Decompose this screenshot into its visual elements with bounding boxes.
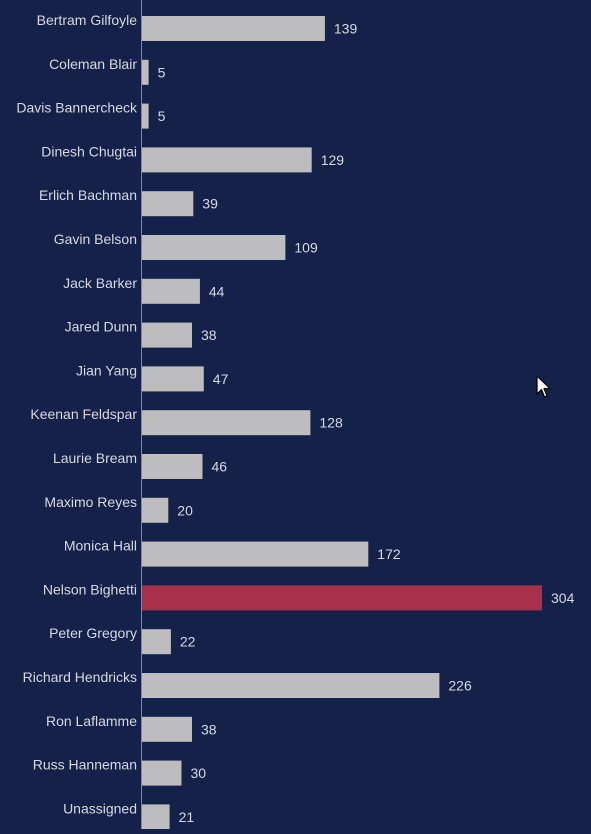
value-label-maximo-reyes: 20 [177, 502, 193, 518]
value-labels: 139 5 5 129 39 109 44 38 47 128 46 20 172 304 22 226 38 3… [158, 21, 575, 825]
value-label-keenan-feldspar: 128 [319, 415, 343, 431]
value-label-russ-hanneman: 30 [191, 765, 207, 781]
bar-jian-yang[interactable] [142, 366, 204, 392]
bar-laurie-bream[interactable] [142, 454, 203, 479]
category-label-davis-bannercheck: Davis Bannercheck [16, 100, 138, 116]
bar-maximo-reyes[interactable] [142, 497, 169, 523]
category-label-laurie-bream: Laurie Bream [53, 450, 137, 466]
category-label-maximo-reyes: Maximo Reyes [44, 494, 137, 510]
category-label-jian-yang: Jian Yang [76, 362, 137, 378]
category-label-ron-laflamme: Ron Laflamme [46, 713, 137, 729]
bar-dinesh-chugtai[interactable] [142, 147, 312, 173]
value-label-jack-barker: 44 [209, 283, 225, 299]
value-label-unassigned: 21 [179, 809, 195, 825]
bar-nelson-bighetti[interactable] [142, 585, 542, 611]
bar-davis-bannercheck[interactable] [142, 103, 149, 129]
bar-monica-hall[interactable] [142, 541, 369, 567]
bar-gavin-belson[interactable] [142, 235, 286, 260]
value-label-ron-laflamme: 38 [201, 721, 217, 737]
value-label-richard-hendricks: 226 [448, 678, 472, 694]
value-label-laurie-bream: 46 [212, 459, 228, 475]
value-label-erlich-bachman: 39 [202, 196, 218, 212]
bar-peter-gregory[interactable] [142, 629, 171, 655]
mouse-pointer-icon [536, 375, 551, 398]
value-label-davis-bannercheck: 5 [158, 108, 166, 124]
category-label-richard-hendricks: Richard Hendricks [23, 669, 137, 685]
bar-coleman-blair[interactable] [142, 59, 149, 85]
bar-russ-hanneman[interactable] [142, 760, 182, 786]
category-label-bertram-gilfoyle: Bertram Gilfoyle [37, 12, 138, 28]
category-label-erlich-bachman: Erlich Bachman [39, 187, 137, 203]
value-label-jian-yang: 47 [213, 371, 229, 387]
category-label-jared-dunn: Jared Dunn [65, 319, 137, 335]
bar-richard-hendricks[interactable] [142, 673, 440, 698]
bar-jack-barker[interactable] [142, 278, 200, 304]
category-label-dinesh-chugtai: Dinesh Chugtai [41, 143, 137, 159]
value-label-gavin-belson: 109 [294, 240, 318, 256]
value-label-bertram-gilfoyle: 139 [334, 21, 358, 37]
value-label-peter-gregory: 22 [180, 634, 196, 650]
category-label-unassigned: Unassigned [63, 800, 137, 816]
bar-erlich-bachman[interactable] [142, 191, 194, 217]
value-label-dinesh-chugtai: 129 [321, 152, 345, 168]
bars-group [142, 16, 542, 830]
value-label-nelson-bighetti: 304 [551, 590, 575, 606]
bar-jared-dunn[interactable] [142, 322, 192, 348]
category-labels: Bertram Gilfoyle Coleman Blair Davis Banne… [16, 12, 138, 816]
category-label-russ-hanneman: Russ Hanneman [33, 757, 137, 773]
bar-unassigned[interactable] [142, 804, 170, 830]
category-label-gavin-belson: Gavin Belson [54, 231, 137, 247]
category-label-jack-barker: Jack Barker [63, 275, 137, 291]
value-label-coleman-blair: 5 [158, 64, 166, 80]
value-label-monica-hall: 172 [377, 546, 401, 562]
bar-keenan-feldspar[interactable] [142, 410, 311, 436]
category-label-monica-hall: Monica Hall [64, 538, 137, 554]
bar-bertram-gilfoyle[interactable] [142, 16, 325, 41]
category-label-peter-gregory: Peter Gregory [49, 625, 137, 641]
category-label-nelson-bighetti: Nelson Bighetti [43, 581, 137, 597]
category-label-coleman-blair: Coleman Blair [49, 56, 137, 72]
value-label-jared-dunn: 38 [201, 327, 217, 343]
category-label-keenan-feldspar: Keenan Feldspar [30, 406, 137, 422]
bar-ron-laflamme[interactable] [142, 716, 192, 742]
